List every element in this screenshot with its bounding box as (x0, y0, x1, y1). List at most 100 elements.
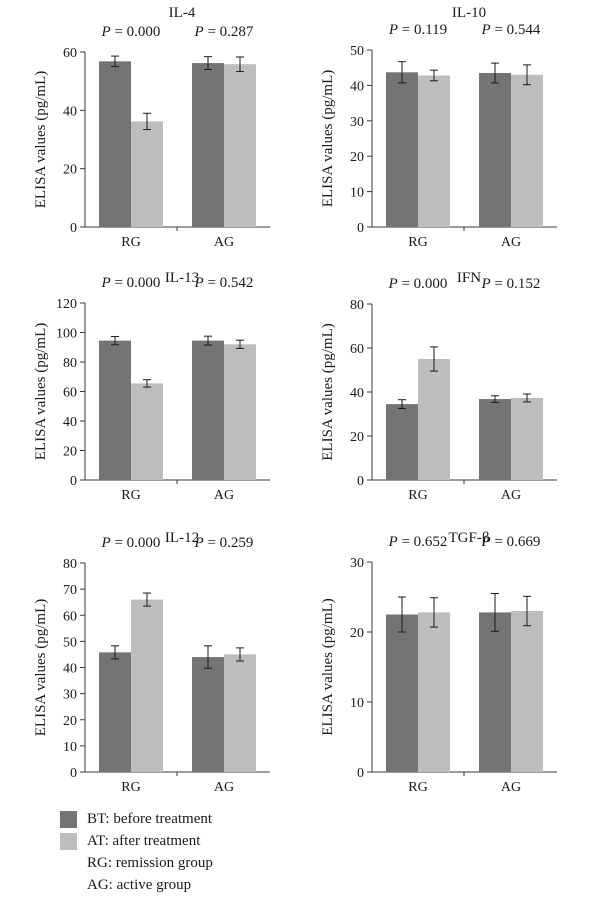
y-tick-label: 60 (63, 386, 77, 401)
y-tick-label: 100 (56, 327, 77, 342)
bar-at-ag (224, 64, 256, 227)
legend-swatch (60, 832, 77, 850)
p-value-label: P = 0.287 (194, 24, 254, 40)
x-tick-label: AG (501, 235, 521, 250)
bar-bt-rg (99, 652, 131, 772)
y-tick-label: 60 (63, 46, 77, 61)
y-axis-label: ELISA values (pg/mL) (33, 599, 49, 736)
bar-at-ag (224, 654, 256, 772)
chart-panel: IL-12 ELISA values (pg/mL) 0 10 20 30 40 50 60 70… (33, 530, 270, 795)
y-tick-label: 80 (63, 356, 77, 371)
legend-item: AG: active group (60, 874, 191, 896)
p-value-label: P = 0.119 (388, 22, 447, 38)
p-value-label: P = 0.152 (481, 276, 541, 292)
chart-panel: IFN ELISA values (pg/mL) 0 20 40 60 80 RG P = 0.… (320, 270, 557, 503)
y-tick-label: 70 (63, 583, 77, 598)
y-tick-label: 50 (350, 44, 364, 59)
legend-swatch (60, 877, 77, 894)
bar-at-rg (131, 121, 163, 227)
x-tick-label: RG (408, 488, 427, 503)
bar-at-ag (511, 74, 543, 227)
legend-label: BT: before treatment (87, 810, 213, 827)
y-tick-label: 40 (63, 415, 77, 430)
y-tick-label: 20 (63, 714, 77, 729)
bar-at-rg (131, 383, 163, 480)
y-tick-label: 20 (63, 445, 77, 460)
y-tick-label: 40 (350, 386, 364, 401)
legend-swatch (60, 810, 77, 828)
p-value-label: P = 0.000 (101, 535, 161, 551)
bar-bt-ag (479, 399, 511, 480)
x-tick-label: RG (121, 235, 140, 250)
y-tick-label: 60 (63, 609, 77, 624)
bar-bt-ag (479, 612, 511, 772)
bar-bt-ag (479, 73, 511, 227)
y-tick-label: 10 (350, 186, 364, 201)
y-tick-label: 0 (70, 474, 77, 489)
chart-title: TGF-β (449, 530, 490, 546)
x-tick-label: AG (214, 780, 234, 795)
bar-at-rg (418, 612, 450, 772)
y-axis-label: ELISA values (pg/mL) (33, 71, 49, 208)
y-tick-label: 30 (350, 115, 364, 130)
y-tick-label: 40 (350, 79, 364, 94)
chart-panel: IL-10 ELISA values (pg/mL) 0 10 20 30 40 50 RG P … (320, 5, 557, 250)
chart-title: IFN (457, 270, 481, 286)
bar-bt-rg (386, 72, 418, 227)
y-tick-label: 0 (357, 474, 364, 489)
y-tick-label: 60 (350, 342, 364, 357)
p-value-label: P = 0.544 (481, 22, 541, 38)
bar-bt-ag (192, 63, 224, 228)
y-tick-label: 40 (63, 104, 77, 119)
y-tick-label: 0 (70, 766, 77, 781)
y-tick-label: 10 (63, 740, 77, 755)
legend-item: AT: after treatment (60, 830, 200, 852)
bar-bt-ag (192, 340, 224, 480)
chart-title: IL-10 (452, 5, 486, 21)
x-tick-label: RG (408, 780, 427, 795)
y-tick-label: 120 (56, 297, 77, 312)
y-tick-label: 50 (63, 635, 77, 650)
y-tick-label: 20 (350, 150, 364, 165)
p-value-label: P = 0.542 (194, 275, 254, 291)
p-value-label: P = 0.000 (101, 275, 161, 291)
chart-title: IL-12 (165, 530, 199, 546)
y-axis-label: ELISA values (pg/mL) (320, 70, 336, 207)
bar-at-rg (131, 599, 163, 772)
x-tick-label: AG (214, 488, 234, 503)
y-axis-label: ELISA values (pg/mL) (320, 323, 336, 460)
legend-label: AG: active group (87, 876, 192, 893)
legend-label: AT: after treatment (87, 832, 201, 849)
bar-at-ag (224, 344, 256, 480)
p-value-label: P = 0.000 (388, 276, 448, 292)
p-value-label: P = 0.669 (481, 534, 541, 550)
x-tick-label: AG (501, 488, 521, 503)
x-tick-label: RG (121, 488, 140, 503)
x-tick-label: AG (214, 235, 234, 250)
y-tick-label: 80 (350, 298, 364, 313)
legend: BT: before treatment AT: after treatment R… (60, 808, 360, 893)
x-tick-label: RG (121, 780, 140, 795)
p-value-label: P = 0.652 (388, 534, 448, 550)
y-tick-label: 0 (357, 221, 364, 236)
bar-bt-rg (99, 340, 131, 480)
bar-bt-rg (386, 404, 418, 480)
y-tick-label: 0 (70, 221, 77, 236)
bar-bt-rg (99, 61, 131, 228)
y-tick-label: 20 (63, 163, 77, 178)
legend-label: RG: remission group (87, 854, 213, 871)
p-value-label: P = 0.259 (194, 535, 254, 551)
chart-title: IL-4 (169, 5, 196, 21)
y-tick-label: 0 (357, 766, 364, 781)
y-axis-label: ELISA values (pg/mL) (320, 598, 336, 735)
x-tick-label: AG (501, 780, 521, 795)
bar-bt-rg (386, 614, 418, 772)
y-tick-label: 80 (63, 557, 77, 572)
bar-at-rg (418, 75, 450, 227)
bar-at-rg (418, 359, 450, 480)
y-axis-label: ELISA values (pg/mL) (33, 323, 49, 460)
y-tick-label: 30 (63, 688, 77, 703)
bar-at-ag (511, 397, 543, 480)
y-tick-label: 20 (350, 626, 364, 641)
legend-item: BT: before treatment (60, 808, 212, 830)
